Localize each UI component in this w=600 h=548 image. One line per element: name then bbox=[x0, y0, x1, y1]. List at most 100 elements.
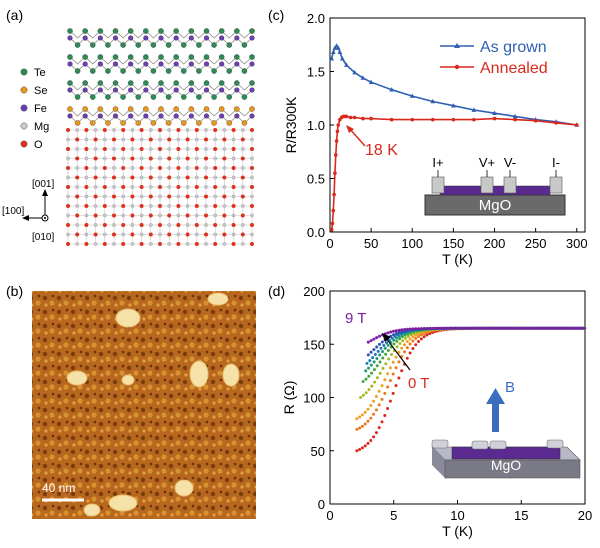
chart-d-point bbox=[574, 326, 578, 330]
chart-d-point bbox=[414, 337, 418, 340]
chart-c-xtick-label: 50 bbox=[364, 236, 378, 251]
chart-d-xtick-label: 5 bbox=[390, 508, 397, 523]
chart-d-point bbox=[364, 391, 368, 395]
chart-c-xtick-label: 150 bbox=[443, 236, 465, 251]
chart-d-point bbox=[436, 326, 440, 330]
chart-c-point bbox=[331, 208, 336, 213]
chart-d-point bbox=[386, 349, 390, 352]
chart-d-point bbox=[391, 360, 395, 364]
chart-d-point bbox=[473, 326, 477, 330]
chart-d-point bbox=[384, 352, 388, 356]
chart-d-point bbox=[372, 337, 376, 341]
chart-d-ytick-label: 100 bbox=[303, 391, 325, 406]
chart-d-point bbox=[372, 360, 376, 364]
chart-c-point bbox=[574, 123, 579, 127]
chart-c-point bbox=[360, 75, 366, 80]
chart-c-ytick-label: 1.0 bbox=[307, 118, 325, 133]
chart-d-point bbox=[563, 326, 567, 330]
chart-d-point bbox=[394, 329, 398, 333]
chart-d-point bbox=[359, 396, 363, 399]
inset-d-contact bbox=[546, 439, 564, 449]
chart-d-point bbox=[391, 391, 395, 395]
chart-d-point bbox=[394, 355, 398, 359]
b-field-arrowhead bbox=[486, 388, 505, 404]
chart-d-point bbox=[388, 379, 392, 382]
chart-c: 0 50 100 150 200 250 300 0.0 0.5 1.0 1.5 2.0 T (K) R/… bbox=[283, 11, 588, 267]
chart-d-xtick-label: 20 bbox=[578, 508, 592, 523]
chart-d-point bbox=[383, 414, 387, 417]
chart-d-point bbox=[450, 326, 454, 330]
chart-d-ytick-label: 200 bbox=[303, 284, 325, 299]
chart-d-point bbox=[405, 356, 409, 360]
chart-d-point bbox=[355, 427, 359, 431]
inset-d-contact bbox=[471, 440, 489, 450]
chart-c-inset: I+ V+ V- I- MgO bbox=[424, 155, 566, 216]
b-field-label: B bbox=[505, 379, 515, 396]
chart-d-point bbox=[367, 388, 371, 392]
chart-d-point bbox=[408, 342, 412, 346]
chart-d-point bbox=[509, 326, 513, 330]
inset-film bbox=[439, 185, 551, 196]
chart-d-point bbox=[464, 326, 468, 330]
chart-d-point bbox=[369, 339, 373, 343]
chart-d-point bbox=[408, 351, 412, 355]
chart-c-point bbox=[335, 45, 341, 50]
chart-d-point bbox=[543, 326, 547, 330]
chart-c-point bbox=[333, 171, 337, 175]
chart-d-point bbox=[408, 327, 412, 331]
chart-d-point bbox=[495, 326, 499, 330]
chart-d-point bbox=[422, 327, 426, 330]
afm-image bbox=[32, 291, 256, 519]
chart-c-point bbox=[348, 115, 353, 120]
chart-d-point bbox=[484, 326, 488, 330]
chart-d-point bbox=[371, 356, 375, 360]
chart-d-point bbox=[405, 340, 409, 344]
chart-d-point bbox=[535, 326, 539, 330]
chart-c-xtick-label: 200 bbox=[484, 236, 506, 251]
chart-c-point bbox=[554, 121, 559, 125]
chart-d-point bbox=[546, 326, 550, 330]
chart-d-point bbox=[376, 349, 380, 353]
chart-c-point bbox=[329, 228, 334, 232]
chart-c-point bbox=[451, 117, 456, 122]
chart-d-point bbox=[375, 376, 379, 380]
chart-c-point bbox=[333, 153, 338, 157]
afm-island bbox=[189, 360, 209, 388]
chart-d-point bbox=[395, 345, 399, 349]
chart-d-point bbox=[378, 342, 381, 346]
chart-d-point bbox=[379, 346, 383, 350]
chart-d-field-low: 0 T bbox=[408, 375, 429, 392]
chart-d-point bbox=[372, 412, 376, 416]
chart-c-ylabel: R/R300K bbox=[283, 96, 299, 153]
chart-d-point bbox=[385, 341, 389, 345]
inset-d-substrate-label: MgO bbox=[491, 457, 521, 473]
chart-d-point bbox=[453, 326, 457, 330]
chart-c-point bbox=[330, 49, 336, 55]
chart-d-point bbox=[403, 328, 407, 331]
chart-d-point bbox=[428, 332, 432, 336]
chart-d-point bbox=[401, 339, 405, 343]
inset-contact-label: I+ bbox=[432, 155, 443, 170]
chart-d-point bbox=[479, 326, 482, 330]
chart-d-xtick-label: 10 bbox=[450, 508, 464, 523]
afm-island bbox=[222, 363, 240, 387]
chart-d-point bbox=[386, 343, 390, 347]
chart-d-ytick-label: 50 bbox=[311, 444, 325, 459]
chart-d-point bbox=[378, 353, 382, 357]
legend-dot-mg bbox=[20, 122, 28, 130]
chart-d-point bbox=[512, 326, 516, 330]
inset-contact-label: V- bbox=[504, 155, 516, 170]
chart-d-point bbox=[400, 328, 404, 332]
chart-c-ytick-label: 0.0 bbox=[307, 225, 325, 240]
inset-substrate-label: MgO bbox=[479, 197, 512, 214]
inset-contact bbox=[549, 176, 563, 194]
chart-d-point bbox=[411, 335, 415, 339]
chart-d-point bbox=[526, 326, 530, 330]
chart-c-point bbox=[335, 129, 340, 134]
chart-c-point bbox=[389, 117, 394, 122]
chart-d-point bbox=[381, 366, 385, 370]
chart-d-point bbox=[557, 326, 561, 330]
chart-d-point bbox=[414, 327, 418, 331]
legend-label-o: O bbox=[34, 139, 43, 151]
